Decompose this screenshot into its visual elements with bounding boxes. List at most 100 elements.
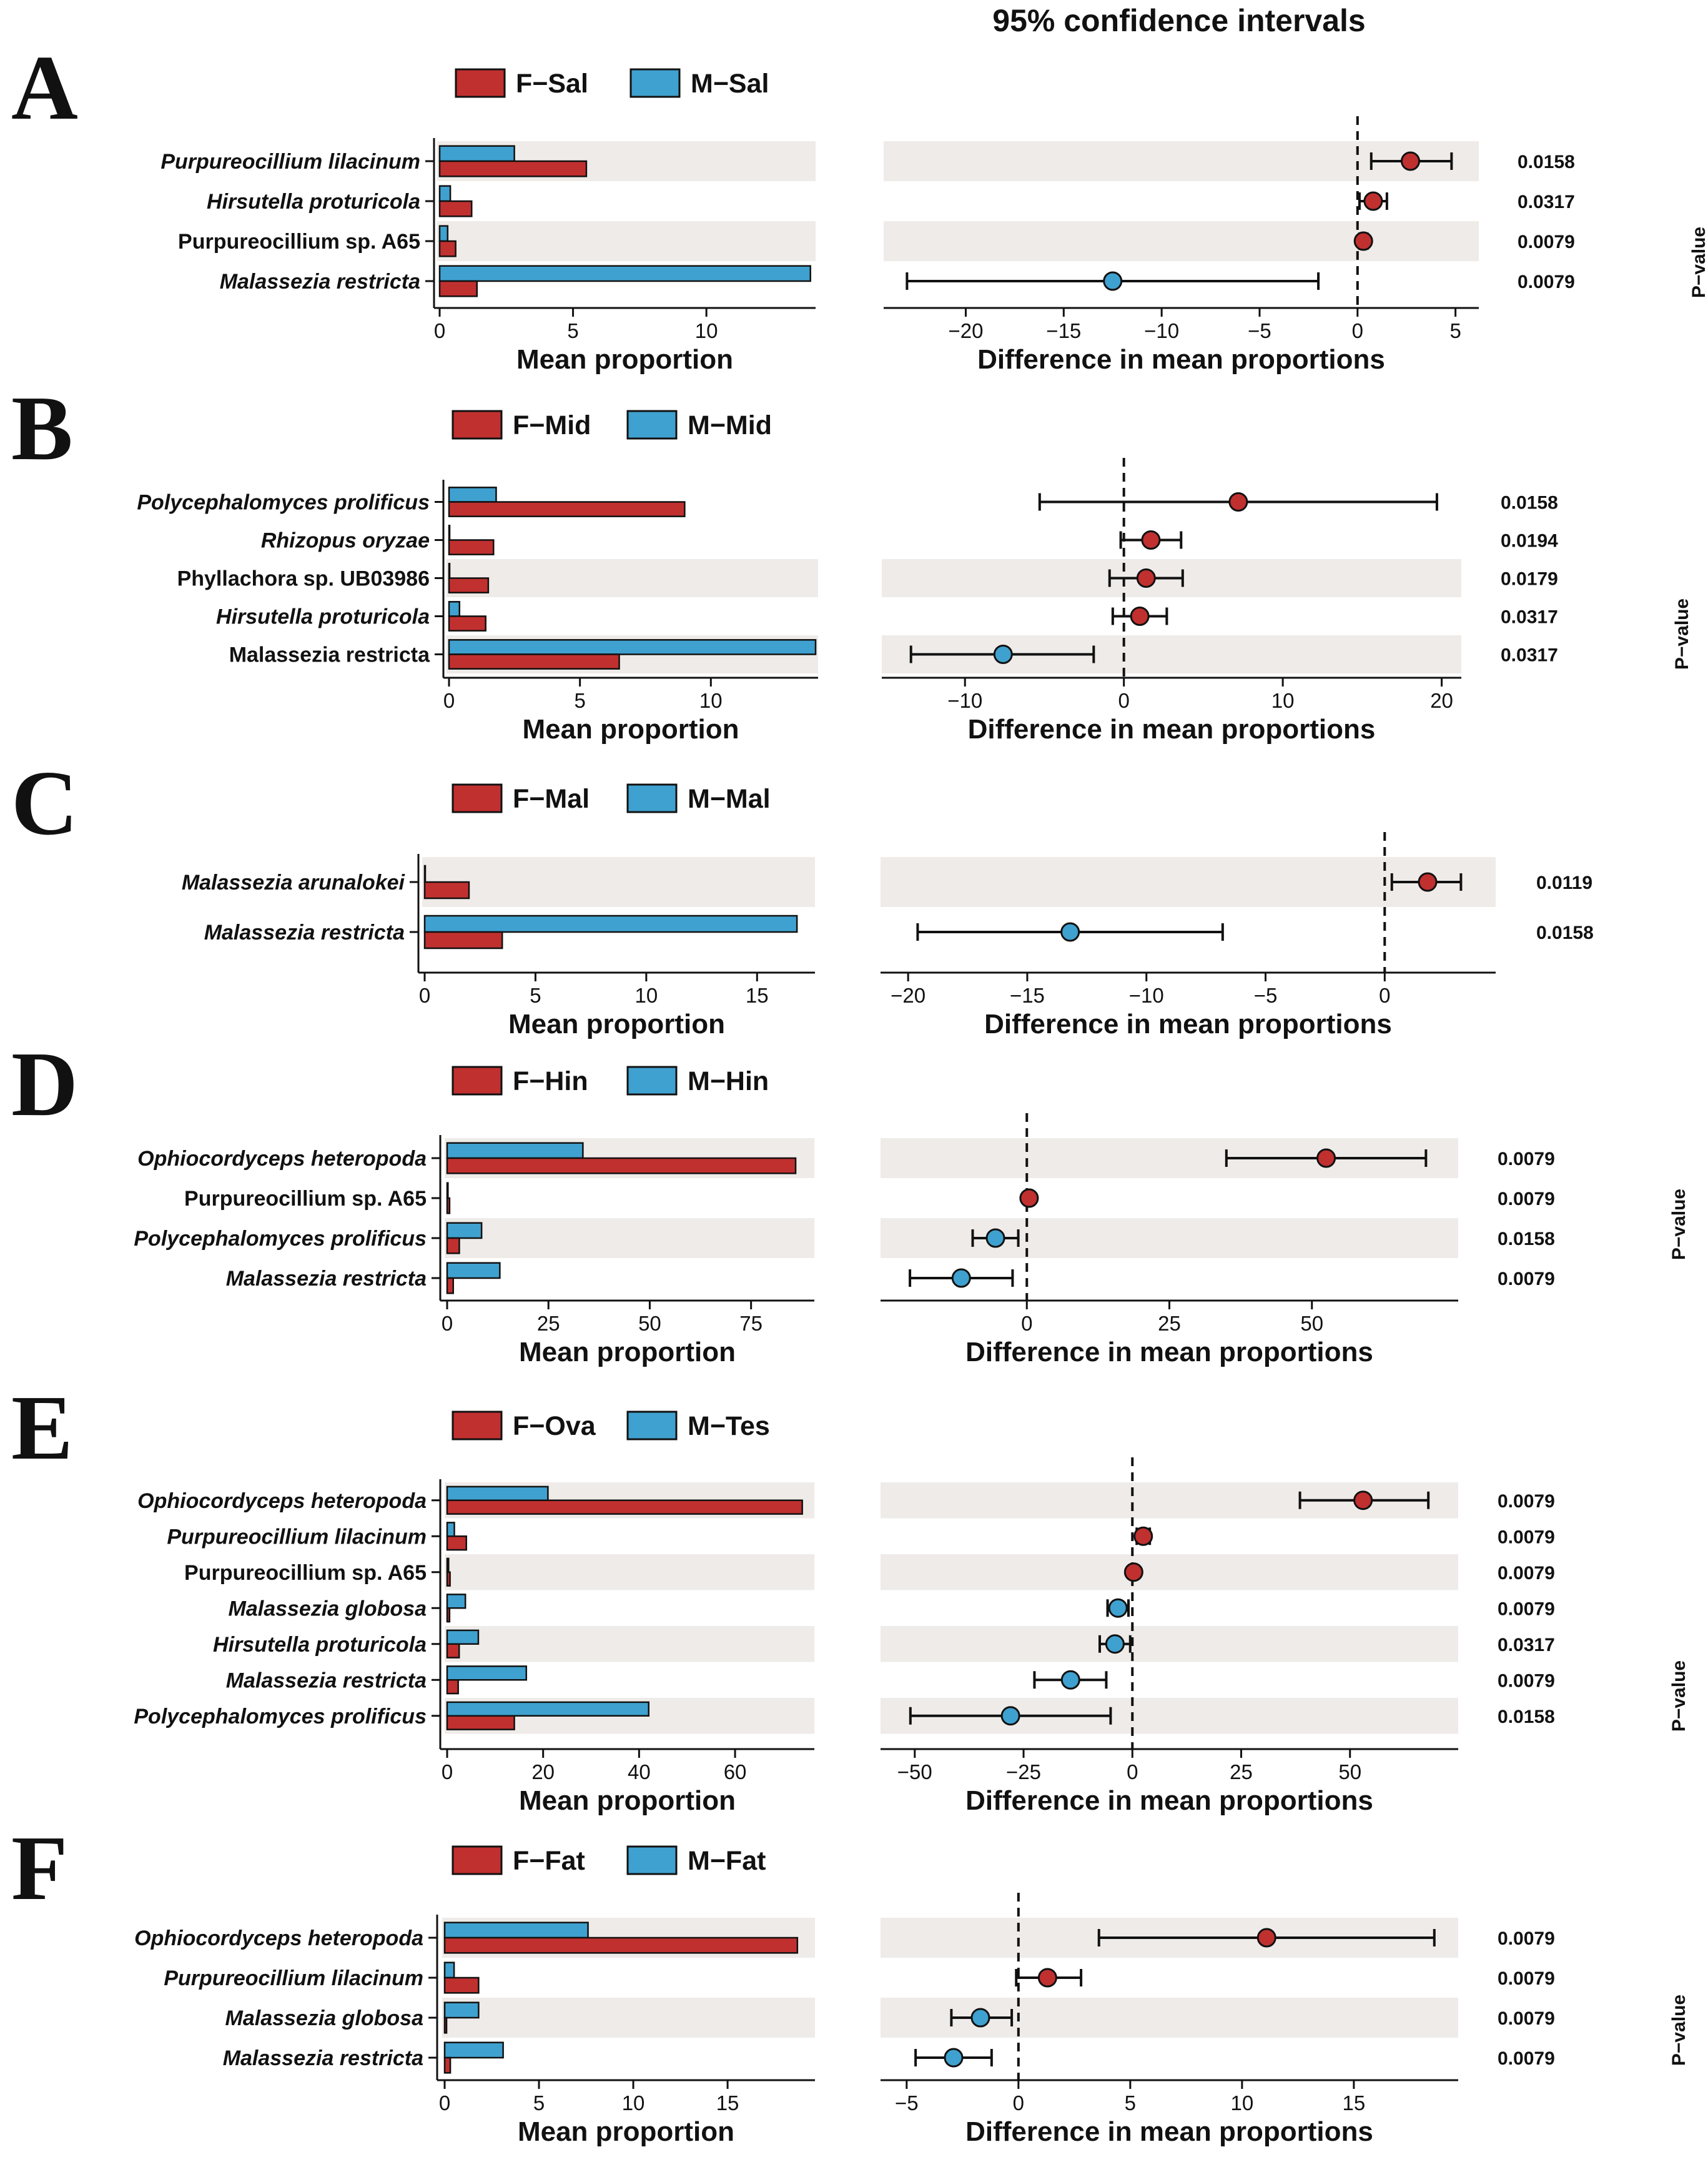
p-value-axis-title: P−value — [1689, 227, 1708, 298]
diff-point — [1133, 1526, 1153, 1546]
left-x-tick-label: 0 — [434, 319, 445, 342]
species-label: Hirsutella proturicola — [213, 1633, 427, 1657]
species-label: Malassezia restricta — [226, 1669, 427, 1692]
bar-male — [423, 915, 798, 933]
bar-male — [446, 1485, 549, 1501]
bar-female — [446, 1197, 451, 1214]
p-value: 0.0079 — [1498, 1149, 1555, 1169]
diff-point — [970, 2008, 990, 2028]
right-x-tick-label: −10 — [1129, 984, 1164, 1007]
right-x-tick-label: −15 — [1010, 984, 1045, 1007]
bar-female — [446, 1277, 454, 1294]
legend-swatch-male — [626, 1845, 678, 1875]
species-label: Purpureocillium lilacinum — [160, 150, 420, 174]
panel-letter-d: D — [11, 1033, 78, 1136]
bar-male — [443, 1961, 455, 1979]
diff-point — [1037, 1968, 1057, 1988]
diff-point — [1353, 1490, 1373, 1510]
bar-female — [443, 2016, 448, 2034]
left-x-tick-label: 10 — [695, 319, 718, 342]
left-x-tick-label: 10 — [622, 2091, 645, 2115]
legend-label-male: M−Mal — [688, 784, 771, 814]
bar-female — [443, 1936, 799, 1954]
bar-male — [446, 1262, 501, 1279]
right-x-tick-label: 10 — [1271, 689, 1295, 712]
left-x-axis-title: Mean proportion — [519, 1785, 736, 1816]
p-value: 0.0079 — [1518, 272, 1575, 292]
bar-female — [448, 577, 490, 593]
right-x-tick-label: 20 — [1430, 689, 1453, 712]
right-x-tick-label: 0 — [1013, 2091, 1024, 2115]
species-label: Malassezia restricta — [220, 270, 420, 294]
right-x-tick-label: −5 — [895, 2091, 919, 2115]
bar-female — [438, 160, 588, 177]
p-value: 0.0158 — [1498, 1229, 1555, 1249]
p-value-axis-title: P−value — [1669, 1660, 1689, 1732]
p-value-axis-title: P−value — [1669, 1189, 1689, 1260]
species-label: Ophiocordyceps heteropoda — [137, 1489, 427, 1513]
species-label: Purpureocillium lilacinum — [164, 1966, 423, 1990]
bar-female — [446, 1571, 451, 1587]
chart-title: 95% confidence intervals — [992, 3, 1365, 38]
left-x-tick-label: 5 — [567, 319, 578, 342]
p-value: 0.0079 — [1498, 1670, 1555, 1691]
diff-point — [1418, 872, 1438, 892]
right-x-tick-label: 0 — [1127, 1760, 1138, 1783]
p-value: 0.0079 — [1498, 1599, 1555, 1619]
legend-label-female: F−Sal — [516, 69, 588, 99]
bar-female — [446, 1499, 803, 1515]
legend-label-male: M−Hin — [688, 1066, 769, 1096]
left-x-tick-label: 20 — [531, 1760, 555, 1783]
bar-female — [438, 240, 457, 257]
left-x-tick-label: 40 — [628, 1760, 651, 1783]
diff-point — [1060, 922, 1080, 942]
legend-swatch-female — [452, 783, 503, 813]
p-value: 0.0158 — [1501, 493, 1558, 513]
panel-letter-f: F — [11, 1817, 67, 1920]
bar-male — [438, 225, 449, 242]
p-value: 0.0158 — [1498, 1707, 1555, 1727]
left-x-tick-label: 5 — [574, 689, 585, 712]
bar-female — [438, 200, 473, 217]
p-value: 0.0158 — [1518, 152, 1575, 172]
bar-female — [446, 1535, 467, 1551]
right-x-axis-title: Difference in mean proportions — [968, 714, 1376, 745]
bar-female — [446, 1679, 459, 1695]
p-value: 0.0079 — [1498, 1527, 1555, 1547]
left-x-axis-title: Mean proportion — [522, 714, 739, 745]
bar-female — [446, 1237, 460, 1254]
species-label: Polycephalomyces prolificus — [137, 491, 430, 515]
panel-letter-c: C — [11, 752, 78, 855]
right-x-tick-label: 5 — [1125, 2091, 1136, 2115]
right-x-tick-label: 0 — [1118, 689, 1129, 712]
panel-letter-e: E — [11, 1377, 73, 1479]
panel-letter-b: B — [11, 377, 73, 480]
right-x-tick-label: −20 — [891, 984, 926, 1007]
right-x-tick-label: −10 — [1144, 319, 1179, 342]
row-stripe-right — [884, 221, 1479, 261]
left-x-tick-label: 25 — [537, 1312, 560, 1335]
left-x-tick-label: 0 — [439, 2091, 450, 2115]
diff-point — [1123, 1562, 1143, 1582]
diff-point — [1130, 607, 1150, 626]
bar-male — [446, 1522, 455, 1537]
bar-male — [448, 601, 461, 617]
right-x-tick-label: 10 — [1231, 2091, 1254, 2115]
p-value: 0.0179 — [1501, 569, 1558, 590]
right-x-tick-label: −5 — [1248, 319, 1271, 342]
bar-male — [446, 1142, 584, 1159]
bar-female — [443, 2056, 452, 2074]
p-value: 0.0317 — [1501, 607, 1558, 628]
right-x-tick-label: −50 — [897, 1760, 932, 1783]
bar-female — [438, 280, 478, 297]
left-x-tick-label: 60 — [724, 1760, 747, 1783]
legend-label-male: M−Sal — [691, 69, 769, 99]
left-x-tick-label: 5 — [533, 2091, 545, 2115]
row-stripe-left — [422, 857, 815, 907]
right-x-tick-label: 0 — [1379, 984, 1390, 1007]
left-x-tick-label: 0 — [442, 1760, 453, 1783]
legend-label-female: F−Mid — [513, 410, 591, 440]
row-stripe-right — [881, 1218, 1458, 1258]
diff-point — [1103, 271, 1123, 291]
